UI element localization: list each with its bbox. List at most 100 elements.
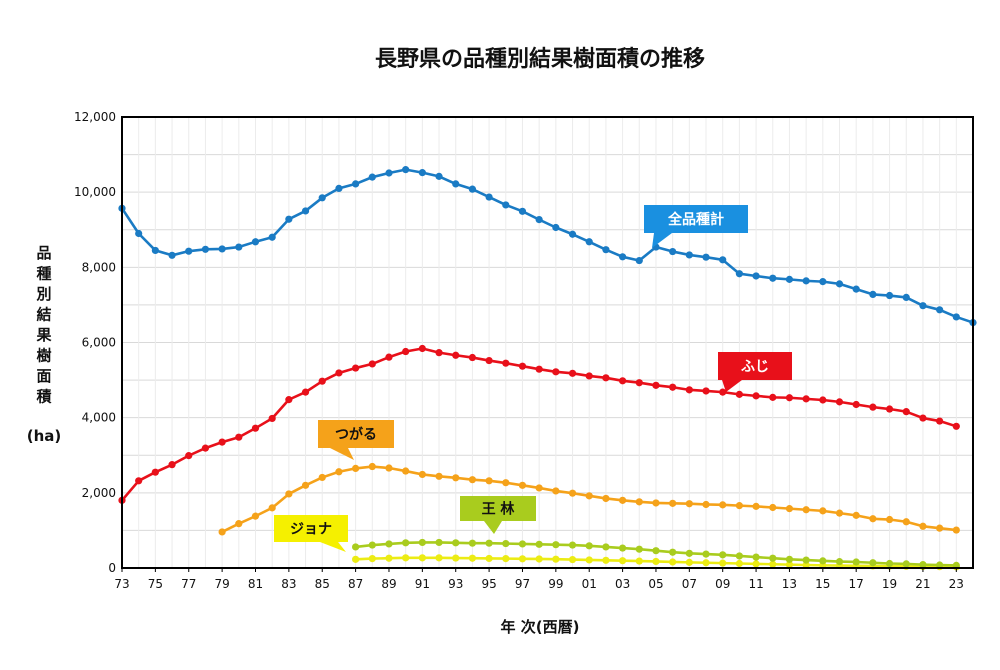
data-point [485, 193, 493, 201]
x-tick-label: 85 [315, 577, 330, 591]
data-point [885, 405, 894, 413]
data-point [268, 233, 276, 241]
data-point [335, 468, 343, 476]
y-tick-label: 10,000 [74, 185, 116, 199]
data-point [585, 556, 593, 564]
data-point [635, 256, 643, 265]
data-point [318, 473, 326, 482]
x-tick-label: 89 [381, 577, 396, 591]
callout-0: 全品種計 [644, 205, 748, 248]
data-point [552, 223, 560, 232]
y-axis-label: 品種別結果樹面積 [35, 244, 52, 406]
data-point [769, 503, 777, 512]
data-point [635, 545, 643, 553]
data-point [852, 511, 860, 519]
data-point [719, 388, 727, 396]
data-point [902, 408, 910, 416]
callout-box [460, 496, 536, 521]
data-point [869, 559, 877, 567]
x-tick-label: 75 [148, 577, 163, 591]
data-point [135, 229, 143, 238]
data-point [936, 524, 944, 532]
callout-4: ジョナ [274, 515, 348, 552]
data-point [702, 559, 710, 567]
callout-pointer [652, 233, 672, 248]
x-tick-label: 95 [481, 577, 496, 591]
data-point [669, 383, 677, 391]
callout-label: つがる [335, 426, 377, 443]
data-point [418, 344, 426, 353]
data-point [719, 559, 727, 567]
data-point [452, 554, 460, 562]
x-tick-label: 87 [348, 577, 363, 591]
callout-label: ふじ [741, 359, 769, 375]
data-point [185, 247, 193, 255]
y-tick-label: 0 [108, 561, 116, 575]
data-point [402, 347, 410, 356]
x-tick-label: 93 [448, 577, 463, 591]
callout-1: ふじ [718, 352, 792, 392]
series-1 [118, 344, 960, 504]
data-point [852, 400, 860, 409]
data-point [669, 499, 677, 507]
x-tick-label: 03 [615, 577, 630, 591]
data-point [936, 561, 944, 569]
callout-box [644, 205, 748, 233]
data-point [919, 522, 927, 530]
data-point [535, 216, 543, 224]
data-point [902, 518, 910, 526]
data-point [769, 274, 777, 282]
data-point [452, 180, 460, 188]
data-point [585, 372, 593, 380]
data-point [352, 464, 360, 473]
data-point [952, 422, 960, 430]
data-point [368, 173, 376, 181]
data-point [418, 169, 426, 177]
data-point [702, 387, 710, 395]
y-tick-label: 2,000 [82, 486, 116, 500]
data-point [952, 526, 960, 534]
data-point [251, 424, 260, 432]
data-point [819, 557, 827, 565]
data-point [735, 390, 743, 398]
data-point [919, 302, 927, 310]
data-point [485, 539, 493, 547]
x-tick-label: 13 [782, 577, 797, 591]
data-point [352, 364, 360, 372]
series-line [120, 168, 974, 324]
data-point [602, 543, 610, 551]
data-point [769, 554, 777, 562]
data-point [352, 180, 360, 188]
data-point [585, 542, 593, 550]
data-point [902, 560, 910, 568]
data-point [835, 398, 844, 406]
data-point [685, 386, 693, 394]
data-point [301, 481, 310, 489]
x-tick-label: 11 [748, 577, 763, 591]
data-point [752, 553, 760, 561]
data-point [885, 515, 894, 524]
data-point [785, 275, 794, 283]
data-point [368, 360, 376, 368]
data-point [802, 506, 810, 514]
data-point [802, 395, 810, 403]
data-point [201, 245, 210, 253]
data-point [235, 520, 243, 528]
data-point [268, 504, 276, 512]
data-point [585, 492, 593, 500]
data-point [802, 277, 810, 285]
data-point [952, 313, 960, 321]
data-point [635, 498, 643, 506]
callout-pointer [320, 542, 346, 552]
callout-pointer [330, 448, 354, 460]
callout-box [274, 515, 348, 542]
callout-3: 王 林 [460, 496, 536, 534]
data-point [418, 470, 426, 479]
data-point [235, 243, 243, 251]
data-point [385, 464, 393, 472]
data-point [602, 556, 610, 564]
data-point [368, 462, 376, 471]
y-tick-label: 12,000 [74, 110, 116, 124]
data-point [218, 438, 226, 446]
